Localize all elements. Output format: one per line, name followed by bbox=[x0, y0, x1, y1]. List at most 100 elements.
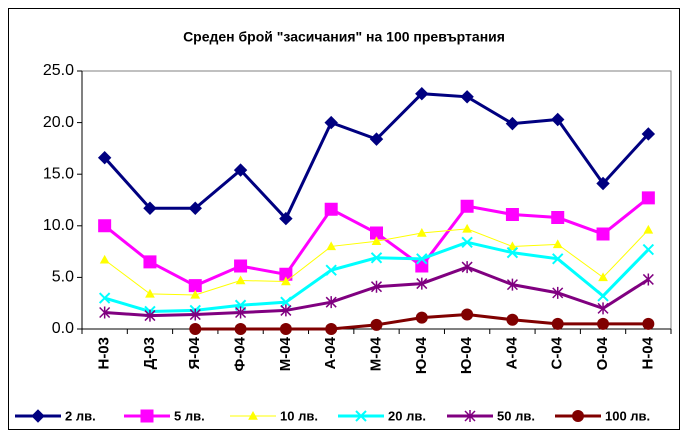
marker bbox=[552, 286, 564, 299]
x-tick-label: Д-03 bbox=[141, 337, 158, 369]
marker bbox=[324, 115, 338, 130]
x-tick-label: Ф-04 bbox=[232, 336, 249, 371]
marker bbox=[279, 323, 292, 335]
marker bbox=[551, 211, 565, 225]
x-tick-label: М-04 bbox=[277, 336, 294, 371]
marker bbox=[188, 201, 202, 215]
marker bbox=[189, 308, 201, 321]
marker bbox=[370, 226, 383, 240]
marker bbox=[552, 253, 564, 265]
x-tick-label: О-04 bbox=[594, 336, 611, 370]
marker bbox=[643, 224, 654, 234]
legend-label: 100 лв. bbox=[605, 408, 650, 423]
marker bbox=[596, 227, 610, 241]
y-tick-label: 15.0 bbox=[43, 165, 74, 182]
legend-label: 50 лв. bbox=[497, 408, 535, 423]
x-tick-label: С-04 bbox=[549, 336, 566, 369]
x-tick-label: А-04 bbox=[503, 336, 520, 369]
x-tick-label: Ю-04 bbox=[413, 336, 430, 374]
marker bbox=[281, 276, 291, 286]
marker bbox=[460, 90, 474, 104]
marker bbox=[369, 132, 384, 146]
marker bbox=[325, 323, 338, 335]
marker bbox=[370, 252, 383, 264]
legend-label: 20 лв. bbox=[388, 408, 426, 423]
legend-marker bbox=[572, 410, 584, 422]
marker bbox=[235, 306, 247, 319]
marker bbox=[144, 309, 156, 322]
y-tick-label: 25.0 bbox=[43, 62, 74, 79]
marker bbox=[188, 279, 202, 293]
marker bbox=[460, 199, 474, 213]
marker bbox=[597, 302, 609, 315]
marker bbox=[415, 311, 428, 324]
marker bbox=[145, 288, 155, 298]
marker bbox=[597, 317, 610, 330]
y-tick-label: 0.0 bbox=[52, 320, 74, 337]
marker bbox=[325, 296, 337, 309]
marker bbox=[416, 277, 428, 290]
legend-label: 5 лв. bbox=[174, 408, 205, 423]
marker bbox=[280, 296, 292, 308]
x-tick-label: А-04 bbox=[322, 336, 339, 369]
marker bbox=[98, 292, 111, 304]
legend-marker bbox=[31, 409, 45, 423]
marker bbox=[99, 254, 110, 264]
chart-title: Среден брой "засичания" на 100 превъртан… bbox=[183, 29, 505, 45]
marker bbox=[325, 264, 337, 276]
marker bbox=[461, 308, 474, 321]
marker bbox=[143, 255, 157, 269]
marker bbox=[371, 236, 382, 245]
chart-frame bbox=[8, 8, 680, 430]
marker bbox=[326, 241, 337, 251]
marker bbox=[462, 223, 472, 233]
marker bbox=[370, 280, 383, 293]
x-tick-label: Я-04 bbox=[186, 336, 203, 369]
legend-label: 10 лв. bbox=[280, 408, 318, 423]
marker bbox=[507, 241, 518, 251]
marker bbox=[99, 306, 111, 319]
marker bbox=[416, 253, 428, 265]
marker bbox=[506, 313, 519, 326]
marker bbox=[370, 318, 383, 331]
marker bbox=[596, 176, 610, 191]
marker bbox=[642, 273, 654, 286]
marker bbox=[597, 290, 609, 302]
x-tick-label: Н-04 bbox=[639, 336, 656, 369]
marker bbox=[506, 246, 519, 259]
marker bbox=[279, 211, 293, 226]
marker bbox=[143, 201, 157, 215]
marker bbox=[642, 317, 655, 330]
y-tick-label: 5.0 bbox=[52, 269, 74, 286]
marker bbox=[189, 323, 202, 335]
y-tick-label: 20.0 bbox=[43, 114, 74, 131]
marker bbox=[279, 267, 293, 281]
marker bbox=[234, 259, 248, 273]
marker bbox=[235, 275, 246, 285]
legend-marker bbox=[355, 410, 367, 422]
marker bbox=[505, 207, 519, 221]
legend-marker bbox=[248, 410, 258, 420]
x-tick-label: М-04 bbox=[367, 336, 384, 371]
legend-label: 2 лв. bbox=[65, 408, 96, 423]
marker bbox=[642, 243, 655, 256]
marker bbox=[505, 116, 520, 131]
x-tick-label: Ю-04 bbox=[458, 336, 475, 374]
marker bbox=[641, 127, 656, 141]
marker bbox=[98, 219, 112, 233]
legend-marker bbox=[464, 410, 476, 422]
marker bbox=[280, 304, 292, 317]
marker bbox=[97, 150, 112, 165]
marker bbox=[190, 289, 201, 299]
marker bbox=[461, 236, 473, 249]
marker bbox=[641, 191, 655, 205]
marker bbox=[551, 112, 565, 127]
marker bbox=[552, 239, 563, 249]
legend-marker bbox=[140, 409, 154, 423]
y-tick-label: 10.0 bbox=[43, 217, 74, 234]
marker bbox=[416, 227, 427, 237]
marker bbox=[234, 323, 247, 335]
marker bbox=[233, 163, 248, 177]
marker bbox=[506, 278, 518, 291]
